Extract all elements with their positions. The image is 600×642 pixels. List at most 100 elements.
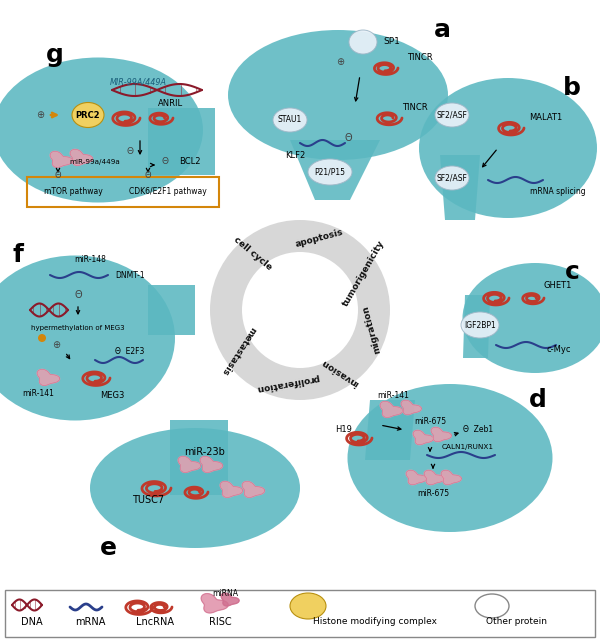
Polygon shape <box>201 594 228 613</box>
Text: Θ: Θ <box>55 171 61 180</box>
Text: cell cycle: cell cycle <box>232 235 273 272</box>
Text: CDK6/E2F1 pathway: CDK6/E2F1 pathway <box>129 187 207 196</box>
Text: Other protein: Other protein <box>485 618 547 627</box>
Text: H19: H19 <box>335 426 352 435</box>
Polygon shape <box>220 482 242 498</box>
Text: Θ  Zeb1: Θ Zeb1 <box>463 426 493 435</box>
Text: miR-141: miR-141 <box>22 388 54 397</box>
Text: ⊕: ⊕ <box>36 110 44 120</box>
Ellipse shape <box>435 103 469 127</box>
Text: IGF2BP1: IGF2BP1 <box>464 320 496 329</box>
Polygon shape <box>70 150 92 166</box>
Ellipse shape <box>308 159 352 185</box>
Circle shape <box>242 252 358 368</box>
Text: tumorigenicity: tumorigenicity <box>341 238 387 308</box>
Polygon shape <box>463 295 490 358</box>
Ellipse shape <box>228 30 448 160</box>
Text: e: e <box>100 536 116 560</box>
Text: Θ: Θ <box>74 290 82 300</box>
Polygon shape <box>148 285 195 335</box>
Text: LncRNA: LncRNA <box>136 617 174 627</box>
Circle shape <box>210 220 390 400</box>
Text: apoptosis: apoptosis <box>294 228 344 249</box>
Text: DNMT-1: DNMT-1 <box>115 270 145 279</box>
Text: c: c <box>565 260 580 284</box>
Text: miR-675: miR-675 <box>417 489 449 498</box>
Text: miR-675: miR-675 <box>414 417 446 426</box>
Text: Θ: Θ <box>145 171 151 180</box>
Text: c-Myc: c-Myc <box>547 345 571 354</box>
Text: DNA: DNA <box>21 617 43 627</box>
Polygon shape <box>424 470 445 485</box>
Polygon shape <box>148 108 215 175</box>
Text: Θ: Θ <box>344 133 352 143</box>
Text: miR-148: miR-148 <box>74 256 106 265</box>
Text: ANRIL: ANRIL <box>157 98 182 107</box>
Text: TINCR: TINCR <box>402 103 428 112</box>
Polygon shape <box>221 593 239 606</box>
Ellipse shape <box>435 166 469 190</box>
Polygon shape <box>365 400 415 460</box>
Ellipse shape <box>349 30 377 54</box>
Ellipse shape <box>273 108 307 132</box>
Polygon shape <box>431 427 451 442</box>
Text: d: d <box>529 388 547 412</box>
Text: Histone modifying complex: Histone modifying complex <box>313 618 437 627</box>
Polygon shape <box>413 430 433 445</box>
Text: STAU1: STAU1 <box>278 116 302 125</box>
Polygon shape <box>380 401 403 417</box>
Text: MIR-99A/449A: MIR-99A/449A <box>110 78 167 87</box>
Text: migration: migration <box>361 304 382 354</box>
Text: miR-141: miR-141 <box>377 390 409 399</box>
Ellipse shape <box>0 256 175 421</box>
Polygon shape <box>200 456 223 473</box>
Text: proliferation: proliferation <box>255 373 320 393</box>
Polygon shape <box>440 155 480 220</box>
Text: Θ  E2F3: Θ E2F3 <box>115 347 145 356</box>
Ellipse shape <box>463 263 600 373</box>
Text: b: b <box>563 76 581 100</box>
Text: PRC2: PRC2 <box>76 110 100 119</box>
Ellipse shape <box>475 594 509 618</box>
Text: MEG3: MEG3 <box>100 390 124 399</box>
Text: KLF2: KLF2 <box>285 150 305 159</box>
Text: P21/P15: P21/P15 <box>314 168 346 177</box>
Text: SP1: SP1 <box>383 37 400 46</box>
Polygon shape <box>178 456 200 473</box>
Text: mRNA: mRNA <box>75 617 105 627</box>
Polygon shape <box>37 369 59 385</box>
Text: miRNA: miRNA <box>212 589 238 598</box>
Text: SF2/ASF: SF2/ASF <box>437 173 467 182</box>
Polygon shape <box>170 420 228 495</box>
Polygon shape <box>441 470 461 485</box>
Ellipse shape <box>0 58 203 202</box>
Ellipse shape <box>461 312 499 338</box>
Text: f: f <box>13 243 23 267</box>
FancyBboxPatch shape <box>5 590 595 637</box>
Text: GHET1: GHET1 <box>544 281 572 290</box>
Ellipse shape <box>90 428 300 548</box>
Text: g: g <box>46 43 64 67</box>
Polygon shape <box>401 400 421 415</box>
Text: BCL2: BCL2 <box>179 157 201 166</box>
Text: MALAT1: MALAT1 <box>529 114 563 123</box>
Text: invasion: invasion <box>320 357 361 388</box>
Ellipse shape <box>72 103 104 128</box>
Text: TINCR: TINCR <box>407 53 433 62</box>
Text: CALN1/RUNX1: CALN1/RUNX1 <box>442 444 494 450</box>
Text: ⊕: ⊕ <box>336 57 344 67</box>
Text: SF2/ASF: SF2/ASF <box>437 110 467 119</box>
Ellipse shape <box>419 78 597 218</box>
Ellipse shape <box>290 593 326 619</box>
Text: hypermethylation of MEG3: hypermethylation of MEG3 <box>31 325 125 331</box>
Polygon shape <box>290 140 380 200</box>
Text: RISC: RISC <box>209 617 232 627</box>
Text: TUSC7: TUSC7 <box>132 495 164 505</box>
Text: miR-99a/449a: miR-99a/449a <box>70 159 121 165</box>
Circle shape <box>38 334 46 342</box>
Text: a: a <box>433 18 451 42</box>
Polygon shape <box>406 470 427 485</box>
Ellipse shape <box>347 384 553 532</box>
Text: miR-23b: miR-23b <box>185 447 226 457</box>
Text: Θ: Θ <box>127 148 133 157</box>
